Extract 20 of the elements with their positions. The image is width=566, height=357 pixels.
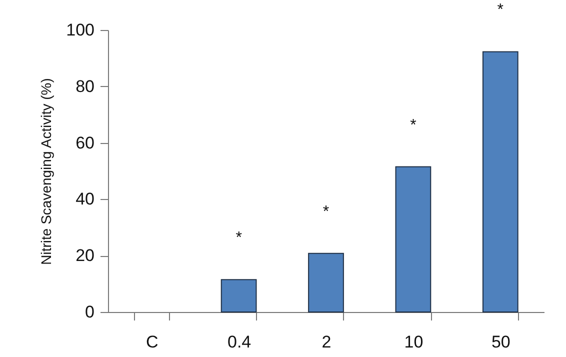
bar [482, 51, 518, 312]
x-tick-label: 50 [491, 332, 510, 352]
annotation: * [497, 2, 504, 19]
annotation: * [236, 230, 242, 247]
annotation: * [410, 116, 416, 134]
x-tick-label: 10 [404, 332, 424, 352]
x-tick-label: 0.4 [227, 332, 252, 352]
bar [308, 252, 344, 312]
y-tick-label: 20 [76, 246, 94, 266]
y-tick-label: 100 [66, 20, 94, 40]
bar [220, 279, 257, 312]
y-tick-label: 80 [76, 76, 94, 96]
y-tick-label: 0 [85, 302, 94, 322]
y-axis-title: Nitrite Scavenging Activity (%) [38, 78, 54, 265]
annotation: * [322, 203, 330, 220]
x-tick-label: 2 [322, 332, 332, 352]
y-tick-label: 40 [76, 190, 94, 209]
x-tick-label: C [146, 332, 158, 352]
bar [395, 166, 432, 312]
y-tick-label: 60 [76, 133, 94, 152]
